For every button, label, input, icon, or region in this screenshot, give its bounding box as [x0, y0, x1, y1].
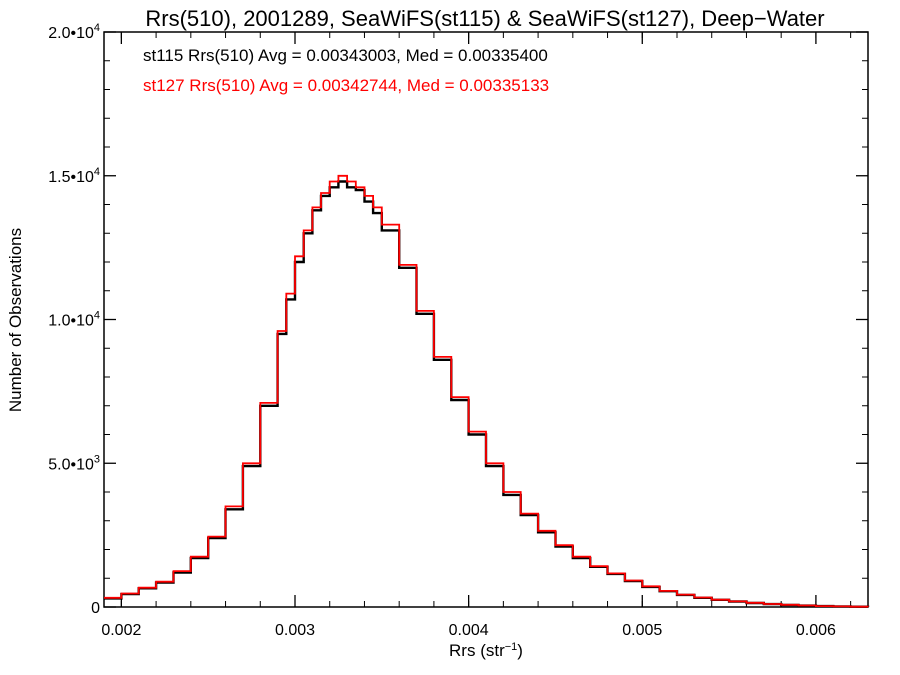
- x-tick-label: 0.004: [449, 622, 489, 639]
- x-tick-label: 0.002: [101, 622, 141, 639]
- legend-entry-st127: st127 Rrs(510) Avg = 0.00342744, Med = 0…: [143, 76, 549, 95]
- x-tick-label: 0.006: [796, 622, 836, 639]
- y-tick-label: 2.0•104: [48, 22, 100, 42]
- legend-entry-st115: st115 Rrs(510) Avg = 0.00343003, Med = 0…: [143, 46, 548, 65]
- x-axis-ticks: 0.002 0.003 0.004 0.005 0.006: [101, 32, 852, 639]
- x-axis-label-close: ): [517, 641, 523, 660]
- y-tick-label: 1.0•104: [48, 310, 100, 330]
- plot-frame: [103, 31, 869, 608]
- histogram-line-st115: [104, 180, 870, 608]
- x-axis-label-main: Rrs (str: [449, 641, 505, 660]
- y-axis-label: Number of Observations: [6, 228, 25, 412]
- y-tick-label: 1.5•104: [48, 166, 100, 186]
- x-tick-label: 0.005: [622, 622, 662, 639]
- chart-title: Rrs(510), 2001289, SeaWiFS(st115) & SeaW…: [145, 6, 824, 31]
- series-layer: [104, 174, 870, 608]
- x-axis-label: Rrs (str−1): [449, 641, 523, 660]
- y-axis-ticks: 0 5.0•103 1.0•104 1.5•104 2.0•104: [48, 22, 868, 617]
- x-tick-label: 0.003: [275, 622, 315, 639]
- x-axis-label-exponent: −1: [505, 641, 518, 653]
- y-tick-label: 0: [91, 600, 100, 617]
- y-tick-label: 5.0•103: [48, 453, 100, 473]
- histogram-line-st127: [104, 174, 869, 608]
